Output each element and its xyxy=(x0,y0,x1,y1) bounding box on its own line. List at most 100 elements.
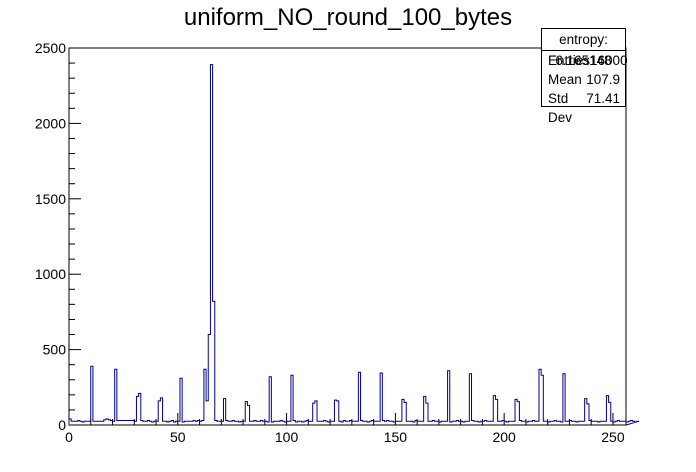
histogram-bin xyxy=(537,421,539,425)
y-tick-label: 1000 xyxy=(35,266,66,282)
histogram-bin xyxy=(406,421,408,425)
histogram-bin xyxy=(400,421,402,425)
x-tick-label: 100 xyxy=(275,429,299,445)
chart-title: uniform_NO_round_100_bytes xyxy=(183,4,513,31)
stats-mean-row: Mean 107.9 xyxy=(542,70,625,89)
histogram-bin xyxy=(619,421,621,425)
histogram-bin xyxy=(93,421,95,425)
histogram-bin xyxy=(543,421,545,425)
histogram-bin xyxy=(278,421,280,425)
histogram-bin xyxy=(354,421,356,425)
histogram-bin xyxy=(398,421,400,425)
histogram-bin xyxy=(408,421,410,425)
histogram-bin xyxy=(356,421,358,425)
histogram-bin xyxy=(498,421,500,425)
stats-entries-value: 16000 xyxy=(590,53,628,68)
stats-mean-value: 107.9 xyxy=(586,72,620,87)
histogram-outline xyxy=(68,64,640,426)
histogram-bin xyxy=(73,421,75,425)
histogram-bin xyxy=(143,421,145,425)
histogram-bin xyxy=(119,420,121,425)
histogram-bin xyxy=(97,421,99,425)
stats-entries-label: Entries xyxy=(548,53,591,68)
plot-frame xyxy=(68,47,627,426)
histogram-bin xyxy=(530,421,532,425)
histogram-bin xyxy=(500,421,502,425)
histogram-bin xyxy=(445,421,447,425)
histogram-bin xyxy=(604,421,606,425)
histogram-bin xyxy=(256,421,258,425)
histogram-bin xyxy=(230,421,232,425)
histogram-bin xyxy=(189,421,191,425)
histogram-bin xyxy=(311,421,313,425)
histogram-bin xyxy=(511,421,513,425)
histogram-bin xyxy=(71,421,73,425)
histogram-bin xyxy=(593,421,595,425)
histogram-bin xyxy=(428,421,430,425)
histogram-bin xyxy=(86,421,88,425)
histogram-bin xyxy=(435,421,437,425)
x-tick-label: 0 xyxy=(65,429,73,445)
histogram-bin xyxy=(252,421,254,425)
histogram-bin xyxy=(217,421,219,425)
histogram-bin xyxy=(535,421,537,425)
histogram-bin xyxy=(117,420,119,425)
histogram-bin xyxy=(491,421,493,425)
histogram-bin xyxy=(289,421,291,425)
histogram-bin xyxy=(421,421,423,425)
histogram-bin xyxy=(317,421,319,425)
histogram-bin xyxy=(250,421,252,425)
histogram-bin xyxy=(513,421,515,425)
histogram-bin xyxy=(130,420,132,425)
histogram-bin xyxy=(376,421,378,425)
histogram-bin xyxy=(552,421,554,425)
histogram-bin xyxy=(389,421,391,425)
histogram-bin xyxy=(228,421,230,425)
histogram-bin xyxy=(258,421,260,425)
histogram-bin xyxy=(572,421,574,425)
histogram-bin xyxy=(348,421,350,425)
histogram-bin xyxy=(121,420,123,425)
histogram-bin xyxy=(123,420,125,425)
histogram-bin xyxy=(102,421,104,425)
histogram-bin xyxy=(419,421,421,425)
histogram-bin xyxy=(443,421,445,425)
histogram-bin xyxy=(384,421,386,425)
histogram-bin xyxy=(487,421,489,425)
x-tick-label: 50 xyxy=(170,429,186,445)
histogram-bin xyxy=(186,421,188,425)
histogram-bin xyxy=(565,421,567,425)
histogram-bin xyxy=(163,421,165,425)
histogram-bin xyxy=(195,421,197,425)
y-tick-label: 500 xyxy=(43,342,67,358)
stats-stddev-label: Std Dev xyxy=(548,91,573,125)
histogram-bin xyxy=(128,420,130,425)
histogram-bin xyxy=(206,401,208,425)
histogram-bin xyxy=(467,421,469,425)
histogram-bin xyxy=(474,421,476,425)
histogram-bin xyxy=(363,421,365,425)
histogram-bin xyxy=(489,421,491,425)
histogram-bin xyxy=(556,421,558,425)
histogram-bin xyxy=(126,420,128,425)
x-tick-label: 150 xyxy=(384,429,408,445)
histogram-bin xyxy=(321,421,323,425)
histogram-bin xyxy=(99,421,101,425)
histogram-bin xyxy=(332,421,334,425)
y-tick-label: 1500 xyxy=(35,191,66,207)
histogram-bin xyxy=(602,421,604,425)
histogram-bin xyxy=(95,421,97,425)
stats-stddev-value: 71.41 xyxy=(586,91,620,106)
histogram-bin xyxy=(319,421,321,425)
y-tick-label: 2500 xyxy=(35,40,66,56)
histogram-bin xyxy=(191,421,193,425)
x-tick-label: 200 xyxy=(492,429,516,445)
histogram-bin xyxy=(234,421,236,425)
histogram-bin xyxy=(622,421,624,425)
histogram-bin xyxy=(580,421,582,425)
histogram-bin xyxy=(522,421,524,425)
histogram-bin xyxy=(454,421,456,425)
histogram-bin xyxy=(76,421,78,425)
stats-name: entropy: 6.165148 xyxy=(542,29,625,68)
